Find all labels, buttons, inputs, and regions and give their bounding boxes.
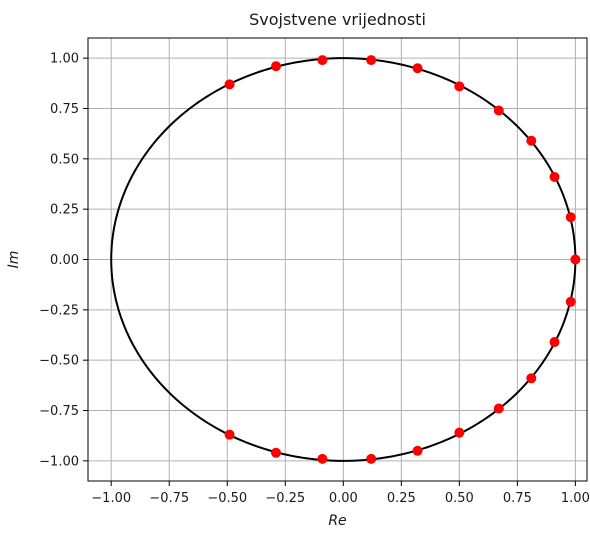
grid — [88, 38, 587, 481]
eigenvalue-point — [412, 445, 423, 456]
eigenvalue-point — [570, 254, 581, 265]
eigenvalue-point — [454, 427, 465, 438]
eigenvalue-point — [224, 429, 235, 440]
eigenvalue-point — [549, 337, 560, 348]
eigenvalue-point — [317, 55, 328, 66]
y-tick-label: 0.25 — [50, 203, 79, 218]
y-axis-label: Im — [6, 251, 22, 269]
y-tick-label: −1.00 — [39, 454, 79, 469]
y-tick-label: 0.00 — [50, 253, 79, 268]
eigenvalue-point — [493, 403, 504, 414]
y-tick-label: −0.25 — [39, 303, 79, 318]
eigenvalue-point — [366, 55, 377, 66]
y-ticks: 1.00 0.75 0.50 0.25 0.00 −0.25 −0.50 −0.75 −1.00 — [39, 52, 88, 469]
eigenvalue-point — [565, 212, 576, 223]
eigenvalue-points — [224, 55, 581, 464]
eigenvalue-point — [565, 296, 576, 307]
eigenvalue-point — [493, 105, 504, 116]
y-tick-label: 1.00 — [50, 52, 79, 67]
x-axis-label: Re — [328, 513, 346, 529]
eigenvalue-point — [270, 447, 281, 458]
y-tick-label: 0.75 — [50, 102, 79, 117]
x-tick-label: −1.00 — [91, 491, 131, 506]
x-tick-label: 0.00 — [329, 491, 358, 506]
x-tick-label: −0.25 — [265, 491, 305, 506]
eigenvalue-point — [412, 63, 423, 74]
eigenvalue-point — [366, 453, 377, 464]
x-tick-label: 0.25 — [387, 491, 416, 506]
x-tick-label: −0.75 — [149, 491, 189, 506]
y-tick-label: −0.75 — [39, 404, 79, 419]
eigenvalue-point — [317, 453, 328, 464]
eigenvalue-point — [224, 79, 235, 90]
eigenvalue-point — [526, 373, 537, 384]
y-tick-label: 0.50 — [50, 152, 79, 167]
chart-title: Svojstvene vrijednosti — [249, 10, 426, 29]
x-tick-label: −0.50 — [207, 491, 247, 506]
y-tick-label: −0.50 — [39, 354, 79, 369]
x-ticks: −1.00 −0.75 −0.50 −0.25 0.00 0.25 0.50 0.75 1.00 — [91, 481, 590, 506]
eigenvalue-point — [549, 171, 560, 182]
eigenvalue-point — [270, 61, 281, 72]
x-tick-label: 0.75 — [503, 491, 532, 506]
x-tick-label: 0.50 — [445, 491, 474, 506]
eigenvalue-point — [454, 81, 465, 92]
eigenvalue-point — [526, 135, 537, 146]
x-tick-label: 1.00 — [561, 491, 590, 506]
